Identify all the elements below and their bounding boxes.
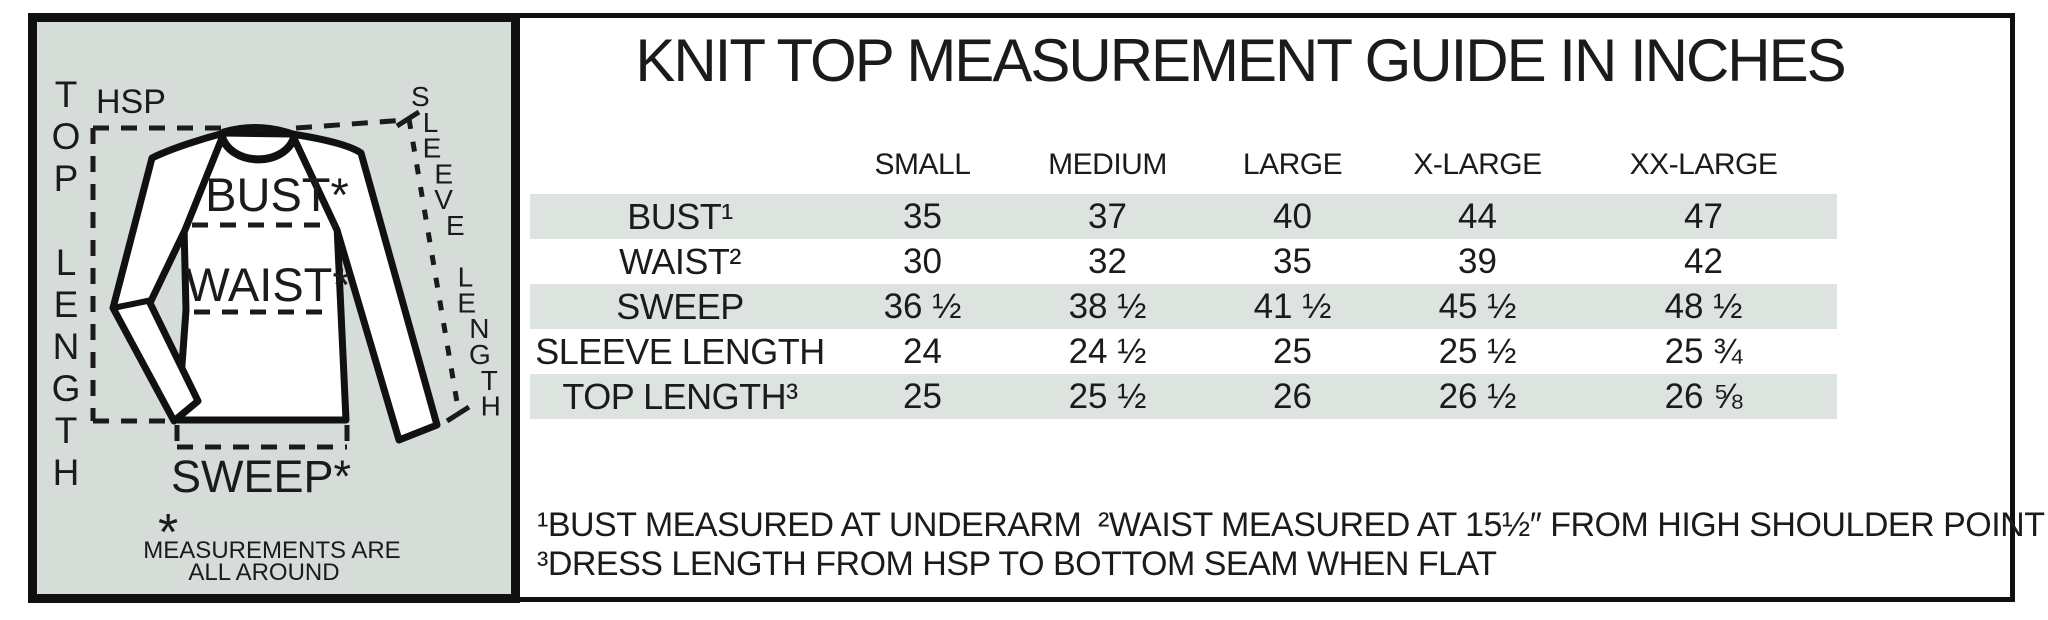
measurement-value: 26 ½ — [1438, 376, 1517, 416]
waist-label: WAIST* — [185, 258, 350, 311]
diagram-letter: E — [54, 284, 79, 325]
column-header-xx-large: XX-LARGE — [1629, 148, 1778, 181]
diagram-letter: E — [457, 287, 476, 318]
diagram-letter: T — [55, 74, 78, 115]
measurement-value: 35 — [1273, 241, 1312, 281]
sweep-guide-bracket — [174, 425, 350, 450]
measurements-note-line2: ALL AROUND — [188, 559, 339, 586]
measurement-value: 40 — [1273, 196, 1312, 236]
diagram-letter: E — [446, 210, 465, 241]
row-label: WAIST² — [619, 240, 741, 282]
diagram-letter: H — [53, 452, 80, 493]
diagram-letter: G — [52, 368, 81, 409]
shirt-neckline — [217, 131, 299, 164]
diagram-letter: O — [52, 116, 81, 157]
diagram-letter: T — [55, 410, 78, 451]
measurement-value: 24 — [903, 331, 942, 371]
measurement-value: 47 — [1684, 196, 1723, 236]
row-label: BUST¹ — [627, 195, 733, 237]
diagram-letter: N — [53, 326, 80, 367]
garment-diagram-panel: HSP BUST* WAIST* SWEEP* * MEASUREMENTS A… — [28, 13, 520, 603]
row-label: SLEEVE LENGTH — [535, 330, 825, 372]
diagram-letter: S — [411, 81, 430, 112]
measurement-table: BUST¹ 35 37 40 44 47 WAIST² 30 32 35 39 42 SWEEP 36 ½… — [530, 194, 1837, 419]
sleeve-guide-end-ticks — [395, 109, 471, 424]
diagram-letter: L — [56, 242, 77, 283]
measurement-value: 36 ½ — [883, 286, 962, 326]
sweep-label: SWEEP* — [171, 451, 351, 502]
table-row: BUST¹ 35 37 40 44 47 — [530, 194, 1837, 239]
measurement-value: 26 ⅝ — [1664, 376, 1743, 416]
measurement-value: 25 — [903, 376, 942, 416]
measurement-value: 48 ½ — [1664, 286, 1743, 326]
row-label: TOP LENGTH³ — [562, 375, 798, 417]
measurement-value: 35 — [903, 196, 942, 236]
diagram-letter: L — [458, 262, 474, 293]
measurement-value: 44 — [1458, 196, 1497, 236]
shirt-left-sleeve — [109, 129, 228, 425]
measurement-value: 25 ¾ — [1664, 331, 1743, 371]
measurement-value: 25 — [1273, 331, 1312, 371]
table-row: SLEEVE LENGTH 24 24 ½ 25 25 ½ 25 ¾ — [530, 329, 1837, 374]
measurement-value: 32 — [1088, 241, 1127, 281]
hsp-label: HSP — [96, 83, 166, 121]
measurement-value: 24 ½ — [1068, 331, 1147, 371]
footnote-dress-length: ³DRESS LENGTH FROM HSP TO BOTTOM SEAM WH… — [537, 545, 1497, 583]
diagram-letter: E — [423, 133, 442, 164]
page-title: KNIT TOP MEASUREMENT GUIDE IN INCHES — [635, 27, 1846, 94]
sleeve-length-guide-line — [406, 118, 462, 415]
diagram-letter: V — [434, 184, 453, 215]
measurement-value: 39 — [1458, 241, 1497, 281]
diagram-letter: G — [469, 339, 491, 370]
column-header-large: LARGE — [1242, 148, 1343, 181]
measurement-value: 25 ½ — [1438, 331, 1517, 371]
footnote-bust: ¹BUST MEASURED AT UNDERARM — [537, 506, 1082, 544]
sleeve-elbow-crease — [112, 297, 153, 311]
footnote-waist: ²WAIST MEASURED AT 15½″ FROM HIGH SHOULD… — [1098, 506, 2045, 544]
table-row: WAIST² 30 32 35 39 42 — [530, 239, 1837, 284]
table-row: SWEEP 36 ½ 38 ½ 41 ½ 45 ½ 48 ½ — [530, 284, 1837, 329]
measurement-value: 25 ½ — [1068, 376, 1147, 416]
measurement-value: 37 — [1088, 196, 1127, 236]
diagram-letter: P — [54, 158, 79, 199]
asterisk-mark: * — [158, 504, 178, 562]
diagram-letter: H — [481, 391, 501, 422]
garment-diagram: HSP BUST* WAIST* SWEEP* * MEASUREMENTS A… — [52, 74, 501, 586]
column-header-medium: MEDIUM — [1048, 148, 1167, 181]
column-header-x-large: X-LARGE — [1413, 148, 1542, 181]
shoulder-to-sleeve-guide — [295, 117, 407, 131]
column-header-small: SMALL — [874, 148, 971, 181]
table-row: TOP LENGTH³ 25 25 ½ 26 26 ½ 26 ⅝ — [530, 374, 1837, 419]
diagram-letter: L — [423, 107, 439, 138]
bust-label: BUST* — [205, 168, 349, 221]
diagram-letter: E — [434, 158, 453, 189]
shirt-right-sleeve — [288, 130, 441, 444]
shirt-collar — [221, 123, 296, 137]
measurement-value: 45 ½ — [1438, 286, 1517, 326]
diagram-letter: N — [469, 313, 489, 344]
measurements-note-line1: MEASUREMENTS ARE — [143, 537, 400, 564]
measurement-value: 30 — [903, 241, 942, 281]
diagram-letter: T — [481, 365, 498, 396]
measurement-value: 26 — [1273, 376, 1312, 416]
measurement-value: 42 — [1684, 241, 1723, 281]
row-label: SWEEP — [616, 285, 744, 327]
size-column-headers: SMALL MEDIUM LARGE X-LARGE XX-LARGE — [530, 136, 1837, 194]
measurement-value: 38 ½ — [1068, 286, 1147, 326]
measurement-value: 41 ½ — [1253, 286, 1332, 326]
